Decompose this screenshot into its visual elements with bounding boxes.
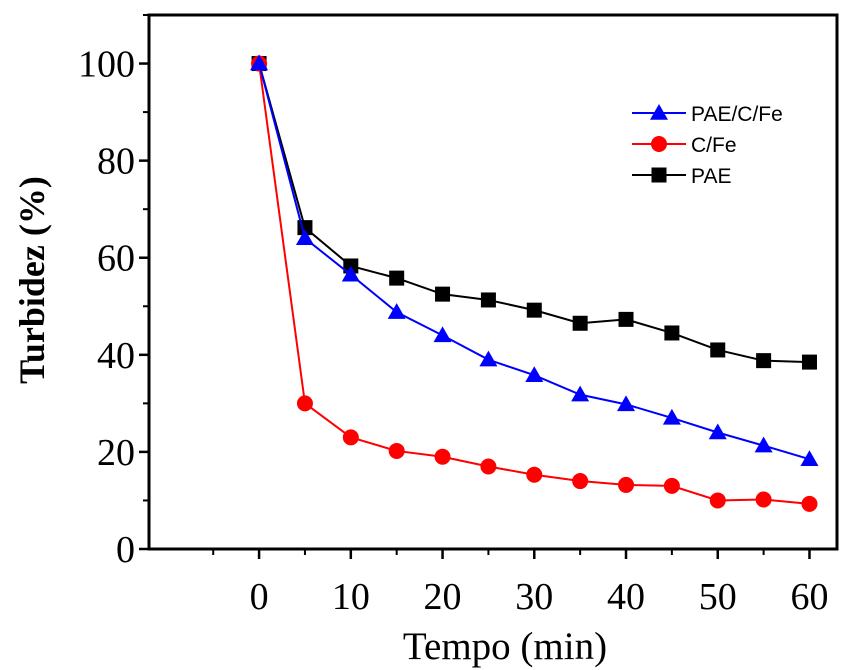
plot-border [147,13,839,551]
data-point-pae-c-fe [617,395,636,412]
data-point-pae-c-fe [800,450,819,466]
data-point-c-fe [572,473,589,490]
legend-marker-pae-c-fe [650,104,668,120]
legend-label-c-fe: C/Fe [691,134,737,157]
y-tick-label: 40 [97,335,135,377]
data-point-pae-c-fe [479,350,498,367]
data-point-pae [526,302,542,318]
data-point-pae [618,311,634,327]
axis-tick-labels: 0 10 20 30 40 50 60 0 20 40 60 80 100 [78,44,828,618]
x-tick-label: 40 [607,576,645,618]
axis-ticks [139,14,811,559]
data-point-pae [664,325,680,341]
data-point-pae-c-fe [662,408,681,425]
data-point-c-fe [663,477,680,494]
x-tick-label: 0 [250,576,269,618]
data-point-pae-c-fe [295,229,314,246]
data-point-pae [756,353,772,369]
y-tick-label: 80 [97,141,135,183]
x-tick-label: 10 [332,576,370,618]
data-point-pae [801,354,817,370]
x-tick-label: 50 [699,576,737,618]
data-point-pae [435,286,451,302]
plot-frame [147,13,839,551]
data-point-pae [572,315,588,331]
series-c-fe [251,55,818,512]
data-point-pae-c-fe [525,366,544,382]
legend-item-pae-c-fe: PAE/C/Fe [632,103,783,126]
data-point-c-fe [618,476,635,493]
data-point-c-fe [709,492,726,509]
data-point-pae-c-fe [433,326,452,343]
data-point-pae [480,292,496,308]
data-point-c-fe [526,466,543,483]
data-point-pae-c-fe [387,303,406,319]
legend-item-pae: PAE [632,165,731,188]
legend-marker-c-fe [651,136,667,152]
data-point-c-fe [296,395,313,412]
x-tick-label: 60 [790,576,828,618]
y-tick-label: 60 [97,238,135,280]
data-point-c-fe [801,495,818,512]
x-tick-label: 20 [424,576,462,618]
data-point-c-fe [755,491,772,508]
data-point-c-fe [434,448,451,465]
data-point-c-fe [480,458,497,475]
data-point-pae [710,342,726,358]
data-point-pae [389,270,405,286]
y-tick-label: 20 [97,432,135,474]
series-line-c-fe [258,63,810,505]
data-point-pae-c-fe [708,423,727,440]
y-tick-label: 0 [116,529,135,571]
legend-marker-pae [651,167,667,183]
y-axis-label: Turbidez (%) [12,176,52,384]
series-layer [250,54,819,512]
x-axis-label: Tempo (min) [403,625,607,668]
x-tick-label: 30 [515,576,553,618]
data-point-pae-c-fe [754,436,773,453]
legend-label-pae: PAE [691,165,731,188]
legend: PAE/C/Fe C/Fe PAE [632,103,783,188]
legend-item-c-fe: C/Fe [632,134,737,157]
data-point-pae-c-fe [341,265,360,282]
legend-label-pae-c-fe: PAE/C/Fe [691,103,783,126]
data-point-c-fe [388,442,405,459]
y-tick-label: 100 [78,44,135,86]
data-point-pae-c-fe [250,54,269,71]
data-point-pae-c-fe [571,385,590,402]
series-pae-c-fe [250,54,819,466]
data-point-c-fe [342,429,359,446]
